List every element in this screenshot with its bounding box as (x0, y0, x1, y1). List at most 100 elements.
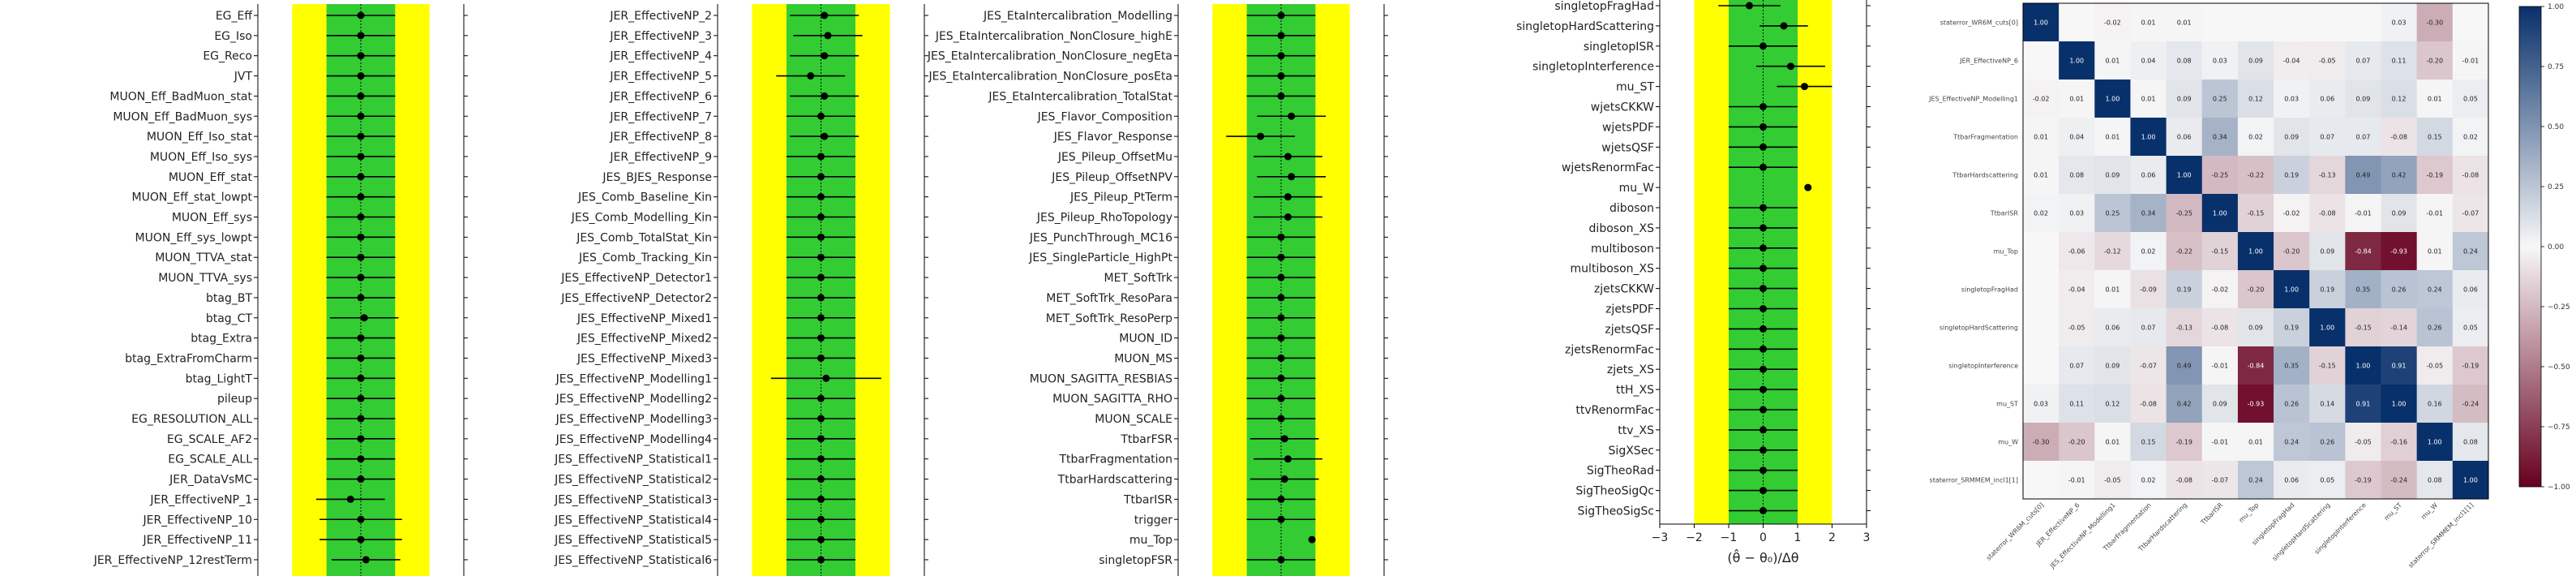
row-label: singletopInterference (1948, 363, 2018, 370)
heatmap-value: 0.04 (2069, 134, 2084, 141)
tick-label: SigTheoRad (1587, 465, 1654, 478)
tick-label: singletopInterference (1532, 61, 1654, 74)
heatmap-cell (2237, 41, 2274, 80)
heatmap-value: 0.35 (2356, 286, 2371, 294)
heatmap-cell (2130, 232, 2167, 271)
tick-label: JES_Pileup_RhoTopology (1036, 212, 1172, 225)
heatmap-value: -0.05 (2104, 477, 2121, 484)
tick-label: MUON_TTVA_stat (155, 251, 252, 264)
pull-point (357, 153, 365, 161)
heatmap-value: -0.16 (2390, 439, 2407, 446)
heatmap-cell (2023, 3, 2060, 42)
pull-point (1308, 535, 1316, 544)
tick-label: zjets_XS (1607, 363, 1654, 376)
heatmap-value: 0.11 (2069, 401, 2084, 408)
heatmap-value: 0.06 (2463, 286, 2478, 294)
pull-point (1277, 515, 1285, 523)
heatmap-cell (2416, 232, 2454, 271)
heatmap-cell (2416, 156, 2454, 195)
heatmap-value: -0.84 (2248, 363, 2265, 370)
tick-label: JER_EffectiveNP_5 (609, 71, 712, 84)
tick-label: JES_EffectiveNP_Mixed3 (576, 352, 712, 365)
heatmap-value: 0.15 (2428, 134, 2442, 141)
heatmap-cell (2059, 3, 2095, 42)
heatmap-cell (2381, 156, 2418, 195)
heatmap-value: 0.24 (2428, 286, 2442, 294)
row-label: mu_W (1998, 439, 2018, 446)
heatmap-value: 1.00 (2069, 58, 2084, 65)
heatmap-value: -0.01 (2426, 210, 2443, 217)
pull-point (1277, 11, 1285, 19)
heatmap-value: -0.08 (2390, 134, 2407, 141)
heatmap-value: 0.03 (2392, 19, 2407, 27)
pull-point (1277, 394, 1285, 402)
pull-point (1787, 62, 1794, 71)
tick-label: JER_EffectiveNP_1 (149, 493, 252, 506)
row-label: TtbarFragmentation (1952, 134, 2018, 141)
tick-label: JES_EffectiveNP_Statistical6 (554, 554, 712, 567)
heatmap-cell (2166, 80, 2203, 118)
heatmap-value: 0.05 (2320, 477, 2334, 484)
colorbar-tick-label: 0.50 (2548, 123, 2564, 131)
pull-point (817, 415, 825, 423)
heatmap-cell (2309, 461, 2346, 500)
pull-point (1759, 487, 1767, 495)
tick-label: JES_EffectiveNP_Mixed1 (576, 312, 712, 325)
tick-label: pileup (217, 393, 252, 406)
heatmap-value: 0.01 (2034, 134, 2048, 141)
heatmap-value: 1.00 (2177, 172, 2192, 179)
heatmap-cell (2274, 156, 2310, 195)
heatmap-value: -0.08 (2319, 210, 2336, 217)
heatmap-cell (2023, 385, 2060, 423)
heatmap-cell (2059, 270, 2095, 309)
heatmap-value: 0.09 (2213, 401, 2227, 408)
pull-point (821, 132, 829, 140)
heatmap-cell (2023, 423, 2060, 462)
x-axis-label: (θ̂ − θ₀)/Δθ (1727, 549, 1798, 565)
pull-point (1277, 334, 1285, 342)
pull-point (1277, 273, 1285, 282)
tick-label: singletopFSR (1099, 554, 1172, 567)
heatmap-value: -0.12 (2104, 248, 2121, 256)
colorbar-tick-label: −1.00 (2548, 484, 2570, 492)
tick-label: JES_EffectiveNP_Detector2 (560, 292, 712, 305)
heatmap-cell (2023, 346, 2060, 385)
heatmap-value: 0.09 (2284, 134, 2299, 141)
pull-point (822, 374, 830, 382)
heatmap-cell (2201, 156, 2239, 195)
heatmap-value: 0.01 (2105, 134, 2120, 141)
heatmap-value: 1.00 (2356, 363, 2371, 370)
tick-label: JES_EffectiveNP_Detector1 (560, 272, 712, 285)
pull-point (357, 72, 365, 80)
tick-label: EG_SCALE_AF2 (167, 433, 252, 446)
tick-label: ttv_XS (1618, 424, 1654, 437)
tick-label: MUON_SCALE (1095, 413, 1172, 426)
heatmap-value: 0.11 (2392, 58, 2407, 65)
heatmap-cell (2381, 232, 2418, 271)
tick-label: MUON_Eff_Iso_stat (147, 131, 253, 144)
pull-point (1277, 294, 1285, 302)
pull-point (357, 11, 365, 19)
heatmap-value: -0.08 (2140, 401, 2157, 408)
tick-label: JER_EffectiveNP_7 (609, 110, 712, 123)
heatmap-value: 0.02 (2141, 248, 2156, 256)
tick-label: zjetsCKKW (1594, 283, 1654, 296)
heatmap-value: 1.00 (2392, 401, 2407, 408)
tick-label: wjetsRenormFac (1562, 161, 1654, 174)
heatmap-value: -0.15 (2355, 325, 2372, 332)
heatmap-cell (2452, 423, 2489, 462)
tick-label: MUON_ID (1119, 333, 1172, 346)
heatmap-value: -0.19 (2462, 363, 2480, 370)
heatmap-value: 0.12 (2248, 96, 2263, 103)
pull-point (817, 213, 825, 221)
pull-point (1759, 345, 1767, 353)
pull-point (1277, 374, 1285, 382)
tick-label: MET_SoftTrk_ResoPerp (1046, 312, 1172, 325)
heatmap-value: 0.09 (2356, 96, 2371, 103)
heatmap-value: -0.13 (2175, 325, 2192, 332)
heatmap-value: -0.07 (2140, 363, 2157, 370)
heatmap-value: 0.24 (2463, 248, 2478, 256)
pull-point (821, 92, 829, 100)
heatmap-cell (2166, 232, 2203, 271)
heatmap-cell (2416, 3, 2454, 42)
